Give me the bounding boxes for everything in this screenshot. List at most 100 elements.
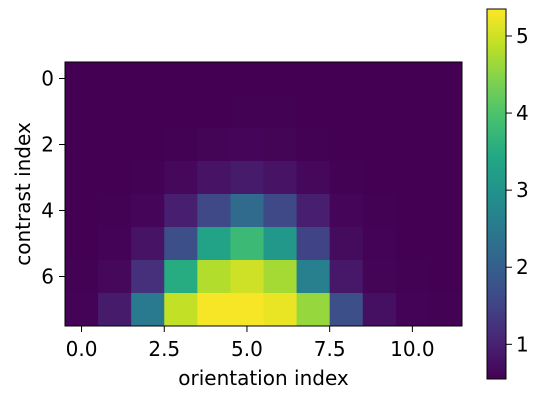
heatmap-cells: [65, 62, 463, 327]
heatmap-cell: [98, 95, 132, 129]
heatmap-cell: [164, 62, 198, 96]
heatmap-cell: [230, 128, 264, 162]
heatmap-cell: [131, 95, 165, 129]
y-tick-label: 0: [41, 67, 54, 91]
heatmap-cell: [164, 260, 198, 294]
heatmap-cell: [395, 62, 430, 96]
heatmap-cell: [296, 194, 331, 228]
heatmap-cell: [263, 194, 298, 228]
heatmap-cell: [263, 161, 298, 195]
heatmap-cell: [65, 227, 99, 261]
heatmap-cell: [395, 128, 430, 162]
heatmap-cell: [164, 161, 198, 195]
heatmap-cell: [395, 194, 430, 228]
heatmap-cell: [263, 227, 298, 261]
heatmap-cell: [131, 260, 165, 294]
colorbar-frame: [486, 8, 507, 380]
heatmap-cell: [230, 62, 264, 96]
heatmap-cell: [98, 128, 132, 162]
heatmap-cell: [296, 293, 331, 327]
heatmap-cell: [296, 260, 331, 294]
heatmap-cell: [296, 62, 331, 96]
y-tick-label: 6: [41, 265, 54, 289]
heatmap-cell: [329, 128, 364, 162]
colorbar-tick-label: 4: [516, 101, 529, 125]
heatmap-cell: [362, 194, 397, 228]
heatmap-cell: [65, 293, 99, 327]
colorbar-tick-label: 1: [516, 332, 529, 356]
heatmap-cell: [428, 62, 463, 96]
heatmap-cell: [65, 95, 99, 129]
y-axis-ticks: 0 2 4 6: [41, 67, 65, 289]
heatmap-cell: [263, 95, 298, 129]
heatmap-cell: [263, 293, 298, 327]
y-axis-label: contrast index: [11, 122, 35, 266]
x-tick-label: 10.0: [390, 337, 435, 361]
heatmap-cell: [197, 128, 231, 162]
heatmap-cell: [362, 161, 397, 195]
x-axis-label: orientation index: [178, 366, 349, 390]
heatmap-cell: [395, 293, 430, 327]
heatmap-cell: [296, 95, 331, 129]
plot-frame: [64, 61, 463, 327]
heatmap-cell: [263, 260, 298, 294]
heatmap-cell: [98, 293, 132, 327]
heatmap-cell: [395, 260, 430, 294]
heatmap-cell: [362, 128, 397, 162]
heatmap-cell: [362, 62, 397, 96]
heatmap-cell: [197, 260, 231, 294]
heatmap-cell: [98, 227, 132, 261]
heatmap-cell: [65, 161, 99, 195]
heatmap-cell: [263, 62, 298, 96]
heatmap-cell: [362, 95, 397, 129]
y-tick-label: 2: [41, 133, 54, 157]
heatmap-cell: [131, 128, 165, 162]
heatmap-cell: [329, 62, 364, 96]
heatmap-cell: [329, 227, 364, 261]
heatmap-cell: [230, 95, 264, 129]
heatmap-cell: [197, 194, 231, 228]
colorbar-ticks: 1 2 3 4 5: [506, 24, 529, 356]
heatmap-cell: [65, 194, 99, 228]
heatmap-cell: [428, 194, 463, 228]
heatmap-cell: [98, 194, 132, 228]
heatmap-cell: [164, 194, 198, 228]
heatmap-cell: [230, 260, 264, 294]
heatmap-cell: [131, 227, 165, 261]
heatmap-cell: [428, 161, 463, 195]
heatmap-cell: [362, 260, 397, 294]
heatmap-cell: [65, 128, 99, 162]
heatmap-cell: [65, 62, 99, 96]
heatmap-cell: [98, 260, 132, 294]
heatmap-cell: [428, 95, 463, 129]
heatmap-cell: [131, 293, 165, 327]
heatmap-cell: [131, 62, 165, 96]
x-tick-label: 5.0: [231, 337, 263, 361]
heatmap-cell: [428, 260, 463, 294]
colorbar-tick-label: 3: [516, 178, 529, 202]
heatmap-cell: [230, 194, 264, 228]
heatmap-cell: [230, 227, 264, 261]
heatmap-cell: [164, 227, 198, 261]
heatmap-cell: [296, 227, 331, 261]
heatmap-cell: [395, 227, 430, 261]
y-tick-label: 4: [41, 199, 54, 223]
heatmap-cell: [164, 128, 198, 162]
heatmap-cell: [329, 293, 364, 327]
heatmap-cell: [164, 95, 198, 129]
heatmap-cell: [197, 227, 231, 261]
heatmap-cell: [131, 161, 165, 195]
heatmap-cell: [329, 260, 364, 294]
heatmap-cell: [197, 293, 231, 327]
colorbar: [487, 9, 506, 379]
heatmap-cell: [197, 95, 231, 129]
heatmap-cell: [230, 293, 264, 327]
heatmap-cell: [362, 227, 397, 261]
heatmap-cell: [395, 161, 430, 195]
heatmap-cell: [263, 128, 298, 162]
heatmap-cell: [197, 62, 231, 96]
heatmap-cell: [296, 128, 331, 162]
heatmap-cell: [428, 128, 463, 162]
heatmap-cell: [428, 227, 463, 261]
